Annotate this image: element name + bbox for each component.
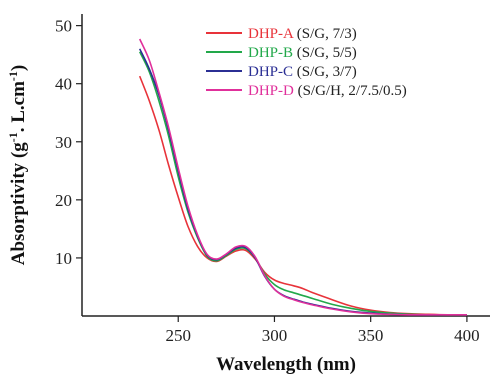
- y-ticks: 10 20 30 40 50: [55, 17, 82, 268]
- plot-axes: [81, 14, 490, 317]
- x-tick-label: 250: [165, 326, 191, 345]
- y-tick-label: 30: [55, 133, 72, 152]
- y-tick-label: 50: [55, 17, 72, 36]
- y-axis-title-part-1: Absorptivity (g: [8, 142, 29, 265]
- x-ticks: 250 300 350 400: [165, 316, 480, 345]
- legend-entry: DHP-A (S/G, 7/3): [248, 26, 357, 42]
- legend-series-desc: (S/G/H, 2/7.5/0.5): [294, 83, 407, 99]
- legend-series-desc: (S/G, 7/3): [293, 26, 357, 42]
- series-line-dhp-d: [138, 38, 467, 316]
- x-tick-label: 300: [262, 326, 288, 345]
- legend-entry: DHP-B (S/G, 5/5): [248, 45, 357, 61]
- series-lines: [138, 38, 467, 316]
- x-tick-label: 400: [454, 326, 480, 345]
- series-line-dhp-b: [138, 51, 467, 316]
- y-axis-title-part-3: ): [8, 65, 29, 71]
- legend: DHP-A (S/G, 7/3)DHP-B (S/G, 5/5)DHP-C (S…: [206, 26, 407, 99]
- y-axis-title-part-2: . L.cm: [8, 81, 29, 132]
- legend-series-desc: (S/G, 5/5): [293, 45, 357, 61]
- legend-series-name: DHP-A: [248, 26, 294, 42]
- legend-series-desc: (S/G, 3/7): [293, 64, 357, 80]
- legend-entry: DHP-C (S/G, 3/7): [248, 64, 357, 80]
- legend-series-name: DHP-C: [248, 64, 293, 80]
- series-line-dhp-a: [138, 75, 467, 316]
- y-tick-label: 40: [55, 75, 72, 94]
- y-axis-title-sup-2: -1: [6, 71, 20, 81]
- y-axis-title: Absorptivity (g-1. L.cm-1): [6, 65, 29, 266]
- legend-series-name: DHP-D: [248, 83, 294, 99]
- x-tick-label: 350: [358, 326, 384, 345]
- y-axis-title-sup-1: -1: [6, 132, 20, 142]
- y-tick-label: 10: [55, 249, 72, 268]
- legend-series-name: DHP-B: [248, 45, 293, 61]
- legend-entry: DHP-D (S/G/H, 2/7.5/0.5): [248, 83, 407, 99]
- y-tick-label: 20: [55, 191, 72, 210]
- x-axis-title: Wavelength (nm): [216, 354, 356, 375]
